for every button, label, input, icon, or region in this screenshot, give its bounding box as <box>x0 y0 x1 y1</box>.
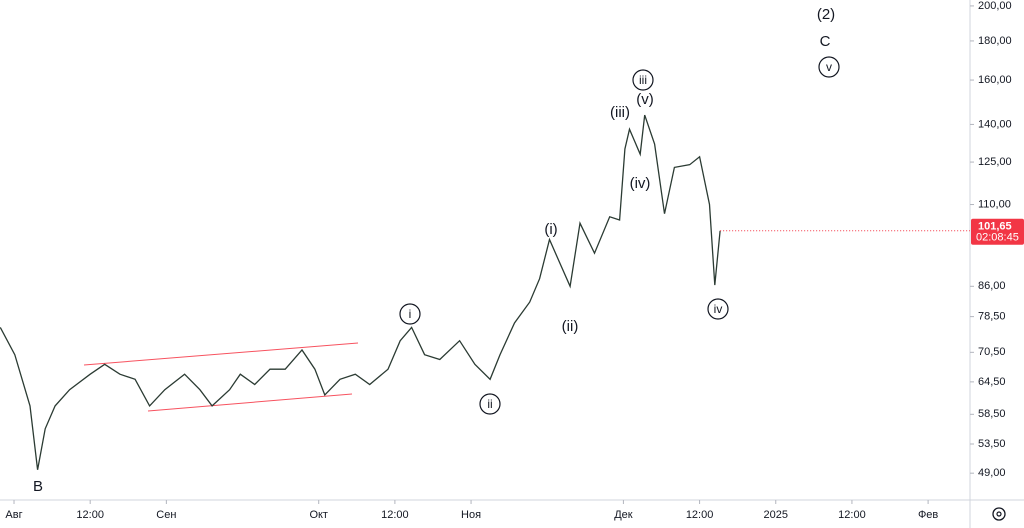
wave-label: v <box>826 60 832 74</box>
x-tick-label: Фев <box>918 509 938 521</box>
x-tick-label: 12:00 <box>381 509 409 521</box>
wave-label: B <box>33 478 43 495</box>
wave-circle <box>399 303 421 325</box>
countdown-label: 02:08:45 <box>976 232 1019 244</box>
y-tick-label: 160,00 <box>978 74 1012 86</box>
wave-label: C <box>820 33 831 50</box>
settings-button[interactable] <box>992 507 1006 521</box>
y-tick-label: 64,50 <box>978 376 1006 388</box>
wave-circle <box>632 69 654 91</box>
y-tick-label: 78,50 <box>978 311 1006 323</box>
wave-label: i <box>409 307 412 321</box>
y-tick-label: 125,00 <box>978 156 1012 168</box>
wave-circle <box>479 393 501 415</box>
x-tick-label: 12:00 <box>76 509 104 521</box>
x-tick-label: Авг <box>5 509 22 521</box>
last-price-badge <box>971 218 1024 245</box>
y-tick-label: 140,00 <box>978 118 1012 130</box>
x-tick-label: Ноя <box>461 509 481 521</box>
wave-label: iii <box>639 73 647 87</box>
wave-label: iv <box>714 302 723 316</box>
last-price-label: 101,65 <box>978 221 1012 233</box>
wave-label: (iii) <box>610 104 630 121</box>
wave-label: (v) <box>636 91 654 108</box>
y-tick-label: 200,00 <box>978 0 1012 12</box>
y-tick-label: 70,50 <box>978 346 1006 358</box>
channel-upper <box>83 342 359 366</box>
wave-label: (2) <box>817 6 835 23</box>
x-tick-label: Окт <box>309 509 328 521</box>
y-tick-label: 180,00 <box>978 35 1012 47</box>
wave-label: (ii) <box>562 318 579 335</box>
wave-label: (iv) <box>630 175 651 192</box>
x-tick-label: 2025 <box>764 509 788 521</box>
wave-circle <box>818 56 840 78</box>
wave-label: ii <box>487 397 492 411</box>
y-tick-label: 53,50 <box>978 438 1006 450</box>
y-tick-label: 49,00 <box>978 467 1006 479</box>
wave-label: (i) <box>544 221 557 238</box>
x-tick-label: 12:00 <box>686 509 714 521</box>
y-tick-label: 86,00 <box>978 280 1006 292</box>
x-tick-label: 12:00 <box>838 509 866 521</box>
x-tick-label: Сен <box>156 509 176 521</box>
settings-icon-core[interactable] <box>996 511 1002 517</box>
x-tick-label: Дек <box>614 509 633 521</box>
settings-icon[interactable] <box>992 507 1006 521</box>
y-tick-label: 58,50 <box>978 408 1006 420</box>
wave-circle <box>707 298 729 320</box>
price-line <box>0 114 721 470</box>
channel-lower <box>147 393 353 412</box>
y-tick-label: 110,00 <box>978 198 1011 210</box>
